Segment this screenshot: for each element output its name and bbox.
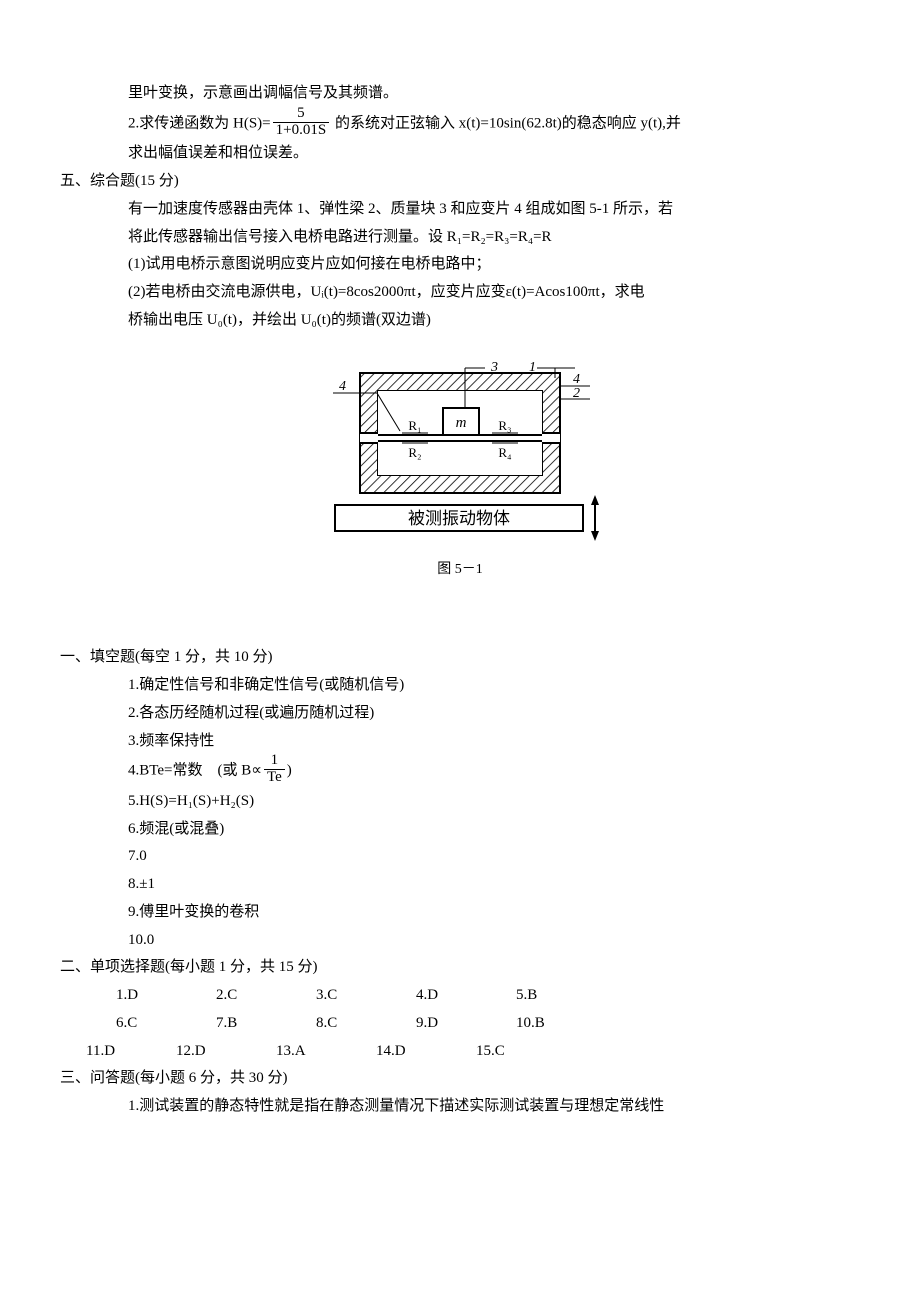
sec5-p2: 将此传感器输出信号接入电桥电路进行测量。设 R₁=R₂=R₃=R₄=R xyxy=(128,224,860,252)
mc-13: 13.A xyxy=(276,1038,376,1066)
q2-pre: 2.求传递函数为 H(S)= xyxy=(128,115,271,131)
mc-3: 3.C xyxy=(316,982,416,1010)
svg-text:R₁: R₁ xyxy=(408,418,421,433)
mc-4: 4.D xyxy=(416,982,516,1010)
top-line-1: 里叶变换，示意画出调幅信号及其频谱。 xyxy=(128,80,860,108)
mc-1: 1.D xyxy=(116,982,216,1010)
ans2-head: 二、单项选择题(每小题 1 分，共 15 分) xyxy=(60,954,860,982)
ans1-item-2: 2.各态历经随机过程(或遍历随机过程) xyxy=(128,700,860,728)
mc-11: 11.D xyxy=(86,1038,176,1066)
top-q2-cont: 求出幅值误差和相位误差。 xyxy=(128,140,860,168)
svg-text:1: 1 xyxy=(529,360,536,375)
sec5-head: 五、综合题(15 分) xyxy=(60,168,860,196)
sensor-diagram: m R₁ R₃ R₂ R₄ 3 1 4 2 4 被测振动物体 xyxy=(305,353,615,553)
ans1-item4-pre: 4.BTe=常数 (或 B∝ xyxy=(128,763,262,779)
mc-12: 12.D xyxy=(176,1038,276,1066)
svg-text:4: 4 xyxy=(339,379,346,394)
mc-5: 5.B xyxy=(516,982,616,1010)
mc-10: 10.B xyxy=(516,1010,616,1038)
table-row: 1.D 2.C 3.C 4.D 5.B xyxy=(116,982,860,1010)
mc-14: 14.D xyxy=(376,1038,476,1066)
svg-text:R₄: R₄ xyxy=(498,445,512,460)
sec5-p4: (2)若电桥由交流电源供电，Uᵢ(t)=8cos2000πt，应变片应变ε(t)… xyxy=(128,279,860,307)
mc-2: 2.C xyxy=(216,982,316,1010)
table-row: 11.D 12.D 13.A 14.D 15.C xyxy=(116,1038,860,1066)
mc-7: 7.B xyxy=(216,1010,316,1038)
ans1-item-7: 7.0 xyxy=(128,843,860,871)
figure-5-1: m R₁ R₃ R₂ R₄ 3 1 4 2 4 被测振动物体 图 5－1 xyxy=(60,353,860,583)
top-q2: 2.求传递函数为 H(S)=51+0.01S 的系统对正弦输入 x(t)=10s… xyxy=(128,108,860,141)
mc-8: 8.C xyxy=(316,1010,416,1038)
ans1-item-9: 9.傅里叶变换的卷积 xyxy=(128,899,860,927)
ans1-item-5: 5.H(S)=H₁(S)+H₂(S) xyxy=(128,788,860,816)
ans1-item-8: 8.±1 xyxy=(128,871,860,899)
mc-6: 6.C xyxy=(116,1010,216,1038)
svg-text:2: 2 xyxy=(573,386,580,401)
sec5-p1: 有一加速度传感器由壳体 1、弹性梁 2、质量块 3 和应变片 4 组成如图 5-… xyxy=(128,196,860,224)
ans1-item-6: 6.频混(或混叠) xyxy=(128,816,860,844)
svg-text:被测振动物体: 被测振动物体 xyxy=(408,509,510,528)
mc-15: 15.C xyxy=(476,1038,576,1066)
q2-post: 的系统对正弦输入 x(t)=10sin(62.8t)的稳态响应 y(t),并 xyxy=(331,115,681,131)
ans3-head: 三、问答题(每小题 6 分，共 30 分) xyxy=(60,1065,860,1093)
svg-text:m: m xyxy=(456,415,467,431)
sec5-p5: 桥输出电压 U₀(t)，并绘出 U₀(t)的频谱(双边谱) xyxy=(128,307,860,335)
svg-text:4: 4 xyxy=(573,372,580,387)
ans1-item-3: 3.频率保持性 xyxy=(128,728,860,756)
svg-text:R₃: R₃ xyxy=(498,418,511,433)
mc-answer-table: 1.D 2.C 3.C 4.D 5.B 6.C 7.B 8.C 9.D 10.B… xyxy=(116,982,860,1065)
svg-text:3: 3 xyxy=(490,360,498,375)
figure-caption: 图 5－1 xyxy=(60,557,860,583)
ans1-item-1: 1.确定性信号和非确定性信号(或随机信号) xyxy=(128,672,860,700)
q2-frac: 51+0.01S xyxy=(273,106,330,139)
ans3-p1: 1.测试装置的静态特性就是指在静态测量情况下描述实际测试装置与理想定常线性 xyxy=(128,1093,860,1121)
mc-9: 9.D xyxy=(416,1010,516,1038)
ans1-item4-post: ) xyxy=(287,763,292,779)
table-row: 6.C 7.B 8.C 9.D 10.B xyxy=(116,1010,860,1038)
sec5-p3: (1)试用电桥示意图说明应变片应如何接在电桥电路中； xyxy=(128,251,860,279)
ans1-item4-frac: 1Te xyxy=(264,753,285,786)
ans1-item-4: 4.BTe=常数 (或 B∝1Te) xyxy=(128,755,860,788)
ans1-item-10: 10.0 xyxy=(128,927,860,955)
svg-text:R₂: R₂ xyxy=(408,445,421,460)
ans1-head: 一、填空题(每空 1 分，共 10 分) xyxy=(60,644,860,672)
